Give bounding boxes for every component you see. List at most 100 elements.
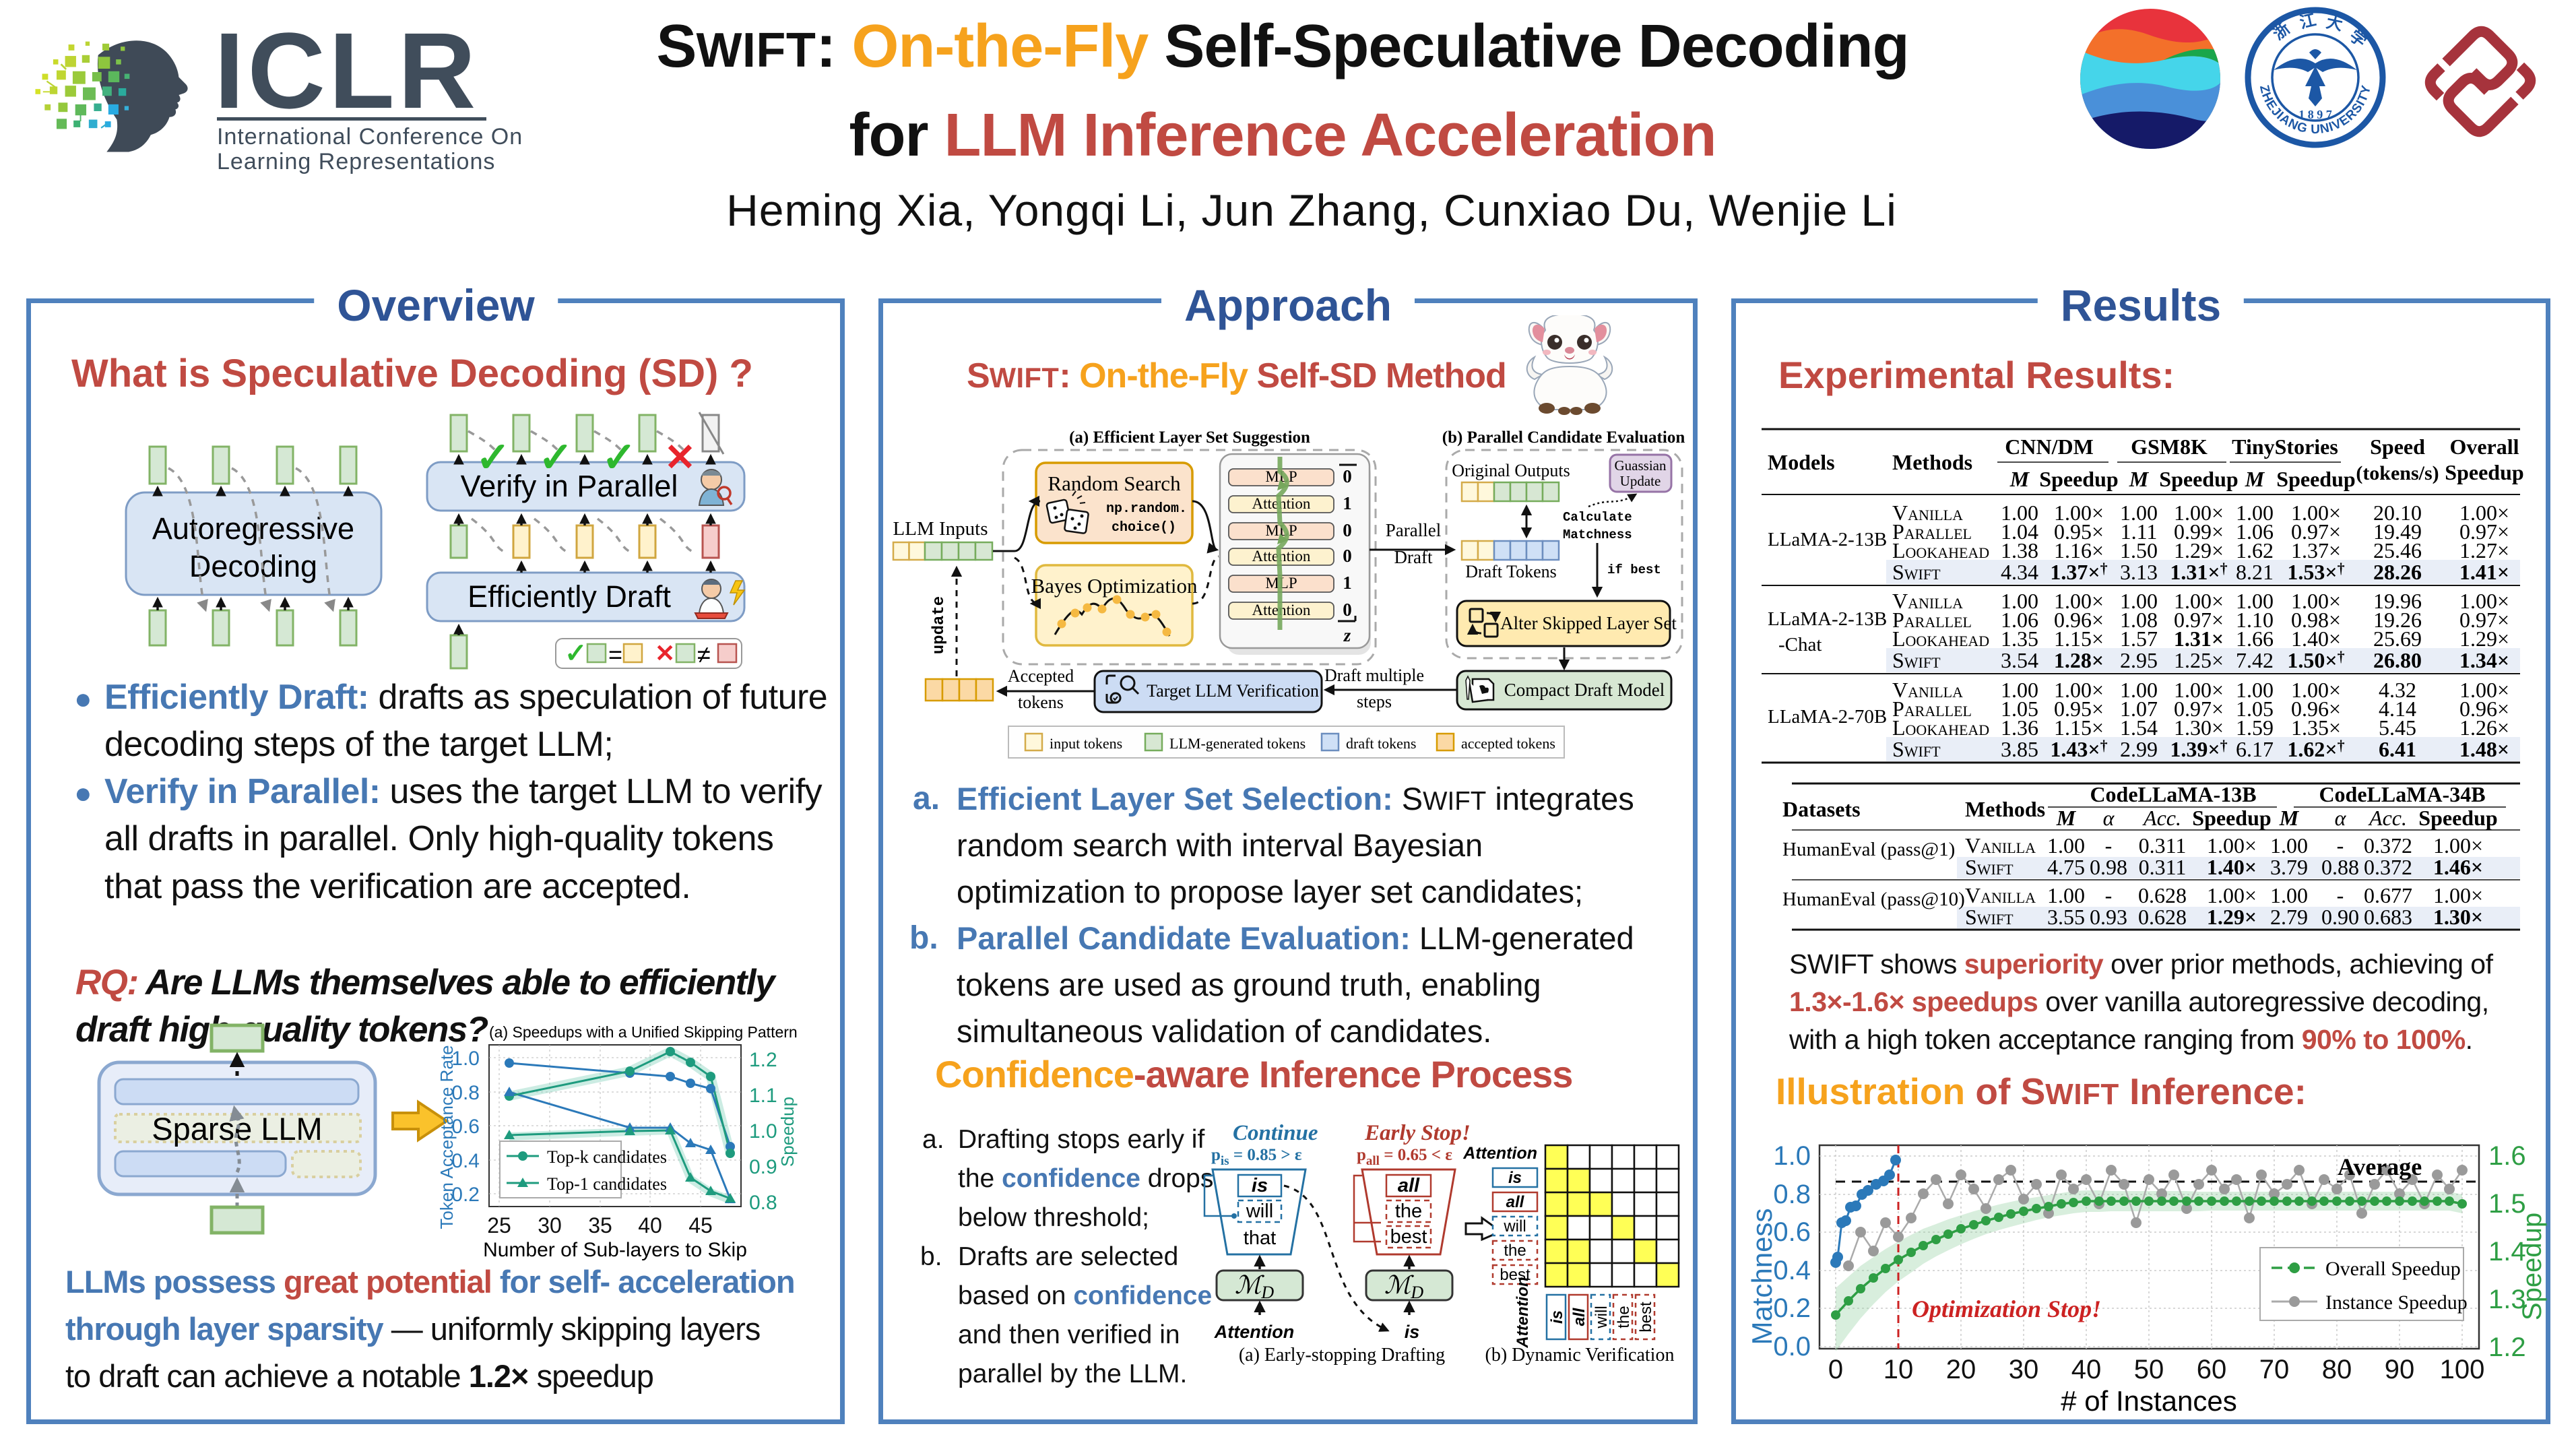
svg-text:2.79: 2.79 — [2270, 905, 2308, 929]
svg-text:1.40×: 1.40× — [2207, 855, 2257, 879]
svg-text:1.00×: 1.00× — [2174, 589, 2224, 613]
svg-text:=: = — [608, 641, 622, 668]
svg-text:Swift: Swift — [1892, 737, 1941, 761]
svg-text:M: M — [2245, 467, 2265, 491]
svg-text:25.46: 25.46 — [2373, 538, 2422, 563]
svg-text:1.00×: 1.00× — [2207, 833, 2257, 858]
svg-text:10: 10 — [1883, 1355, 1914, 1384]
svg-text:Guassian: Guassian — [1615, 457, 1667, 474]
svg-text:LLaMA-2-13B: LLaMA-2-13B — [1768, 608, 1887, 630]
svg-text:HumanEval (pass@10): HumanEval (pass@10) — [1782, 889, 1965, 910]
svg-text:≠: ≠ — [697, 641, 711, 668]
svg-text:1.15×: 1.15× — [2054, 715, 2104, 740]
svg-text:0.2: 0.2 — [1773, 1293, 1811, 1323]
svg-text:1.07: 1.07 — [2120, 697, 2158, 721]
svg-text:1.1: 1.1 — [749, 1085, 777, 1107]
svg-text:✓: ✓ — [476, 435, 511, 481]
svg-text:draft tokens: draft tokens — [1346, 735, 1416, 752]
svg-text:1.28×: 1.28× — [2054, 648, 2104, 672]
svg-text:50: 50 — [2134, 1355, 2164, 1384]
svg-text:1.00×: 1.00× — [2459, 501, 2509, 525]
svg-text:Methods: Methods — [1892, 450, 1972, 474]
svg-text:1.2: 1.2 — [749, 1049, 777, 1071]
svg-text:1.41×: 1.41× — [2459, 560, 2509, 584]
svg-text:Parallel: Parallel — [1892, 697, 1972, 721]
svg-text:1.46×: 1.46× — [2433, 855, 2483, 879]
svg-text:1.36: 1.36 — [2001, 715, 2038, 740]
svg-text:1.00×: 1.00× — [2291, 678, 2341, 702]
svg-text:1.43×†: 1.43×† — [2050, 737, 2107, 761]
svg-text:0.90: 0.90 — [2321, 905, 2359, 929]
svg-text:20.10: 20.10 — [2373, 501, 2422, 525]
svg-text:1.37×†: 1.37×† — [2050, 560, 2107, 584]
svg-text:8.21: 8.21 — [2236, 560, 2274, 584]
svg-text:0.683: 0.683 — [2364, 905, 2412, 929]
svg-text:35: 35 — [588, 1213, 612, 1238]
svg-text:CNN/DM: CNN/DM — [2005, 435, 2094, 459]
svg-text:Lookahead: Lookahead — [1892, 627, 1989, 651]
svg-text:1.00×: 1.00× — [2174, 678, 2224, 702]
svg-text:Token Acceptance Rate: Token Acceptance Rate — [437, 1045, 457, 1229]
svg-text:LLM Inputs: LLM Inputs — [893, 518, 988, 540]
svg-text:1.38: 1.38 — [2001, 538, 2038, 563]
svg-text:1.15×: 1.15× — [2054, 627, 2104, 651]
svg-text:1.00: 1.00 — [2001, 589, 2038, 613]
svg-text:1.00×: 1.00× — [2054, 678, 2104, 702]
svg-text:Speedup: Speedup — [2517, 1213, 2547, 1320]
svg-text:20: 20 — [1946, 1355, 1976, 1384]
svg-text:Instance Speedup: Instance Speedup — [2325, 1291, 2468, 1314]
svg-text:2.95: 2.95 — [2120, 648, 2158, 672]
svg-text:1.16×: 1.16× — [2054, 538, 2104, 563]
svg-text:1.05: 1.05 — [2236, 697, 2274, 721]
svg-text:Overall: Overall — [2449, 435, 2519, 459]
svg-text:tokens: tokens — [1018, 693, 1064, 712]
svg-text:1: 1 — [1343, 573, 1352, 593]
svg-text:70: 70 — [2259, 1355, 2290, 1384]
svg-text:0.96×: 0.96× — [2054, 608, 2104, 632]
svg-text:Speedup: Speedup — [2418, 806, 2497, 830]
svg-text:Swift: Swift — [1965, 855, 2014, 879]
svg-text:✓: ✓ — [565, 639, 587, 668]
svg-text:Decoding: Decoding — [189, 549, 317, 583]
svg-text:1.00: 1.00 — [2120, 589, 2158, 613]
svg-text:1.0: 1.0 — [1773, 1141, 1811, 1171]
svg-text:Models: Models — [1768, 450, 1835, 474]
svg-text:80: 80 — [2322, 1355, 2352, 1384]
svg-text:Alter Skipped Layer Set: Alter Skipped Layer Set — [1500, 613, 1677, 633]
svg-text:Average: Average — [2338, 1153, 2422, 1180]
svg-text:1: 1 — [1343, 493, 1352, 513]
svg-text:1.04: 1.04 — [2001, 519, 2038, 544]
svg-text:(b) Parallel Candidate Evaluat: (b) Parallel Candidate Evaluation — [1442, 428, 1685, 447]
svg-text:1.29×: 1.29× — [2207, 905, 2257, 929]
svg-text:45: 45 — [688, 1213, 713, 1238]
svg-text:-: - — [2337, 833, 2344, 858]
svg-text:1.34×: 1.34× — [2459, 648, 2509, 672]
svg-text:Parallel: Parallel — [1892, 519, 1972, 544]
svg-text:Draft: Draft — [1394, 547, 1433, 567]
svg-text:1.05: 1.05 — [2001, 697, 2038, 721]
svg-text:0.8: 0.8 — [451, 1082, 480, 1104]
svg-text:1.39×†: 1.39×† — [2170, 737, 2227, 761]
svg-text:19.96: 19.96 — [2373, 589, 2422, 613]
svg-text:0: 0 — [1343, 520, 1352, 540]
svg-text:Efficiently Draft: Efficiently Draft — [468, 579, 671, 614]
svg-text:(a) Efficient Layer Set Sugges: (a) Efficient Layer Set Suggestion — [1069, 428, 1310, 447]
svg-text:1.00×: 1.00× — [2459, 678, 2509, 702]
svg-text:1.11: 1.11 — [2121, 519, 2158, 544]
svg-text:0.4: 0.4 — [1773, 1256, 1811, 1285]
svg-text:1.35×: 1.35× — [2291, 715, 2341, 740]
svg-text:M: M — [2009, 467, 2030, 491]
svg-text:3.79: 3.79 — [2270, 855, 2308, 879]
svg-text:4.32: 4.32 — [2379, 678, 2416, 702]
svg-text:Vanilla: Vanilla — [1892, 501, 1963, 525]
svg-text:1.00×: 1.00× — [2291, 589, 2341, 613]
svg-text:1.50×†: 1.50×† — [2287, 648, 2344, 672]
svg-text:Bayes Optimization: Bayes Optimization — [1031, 574, 1198, 598]
svg-text:Methods: Methods — [1965, 797, 2045, 821]
svg-text:Overall Speedup: Overall Speedup — [2325, 1258, 2461, 1280]
svg-text:Acc.: Acc. — [2142, 806, 2181, 830]
svg-text:0.372: 0.372 — [2364, 855, 2412, 879]
svg-text:best: best — [1500, 1266, 1531, 1284]
svg-text:-: - — [2105, 883, 2113, 907]
svg-text:0.4: 0.4 — [451, 1150, 480, 1172]
